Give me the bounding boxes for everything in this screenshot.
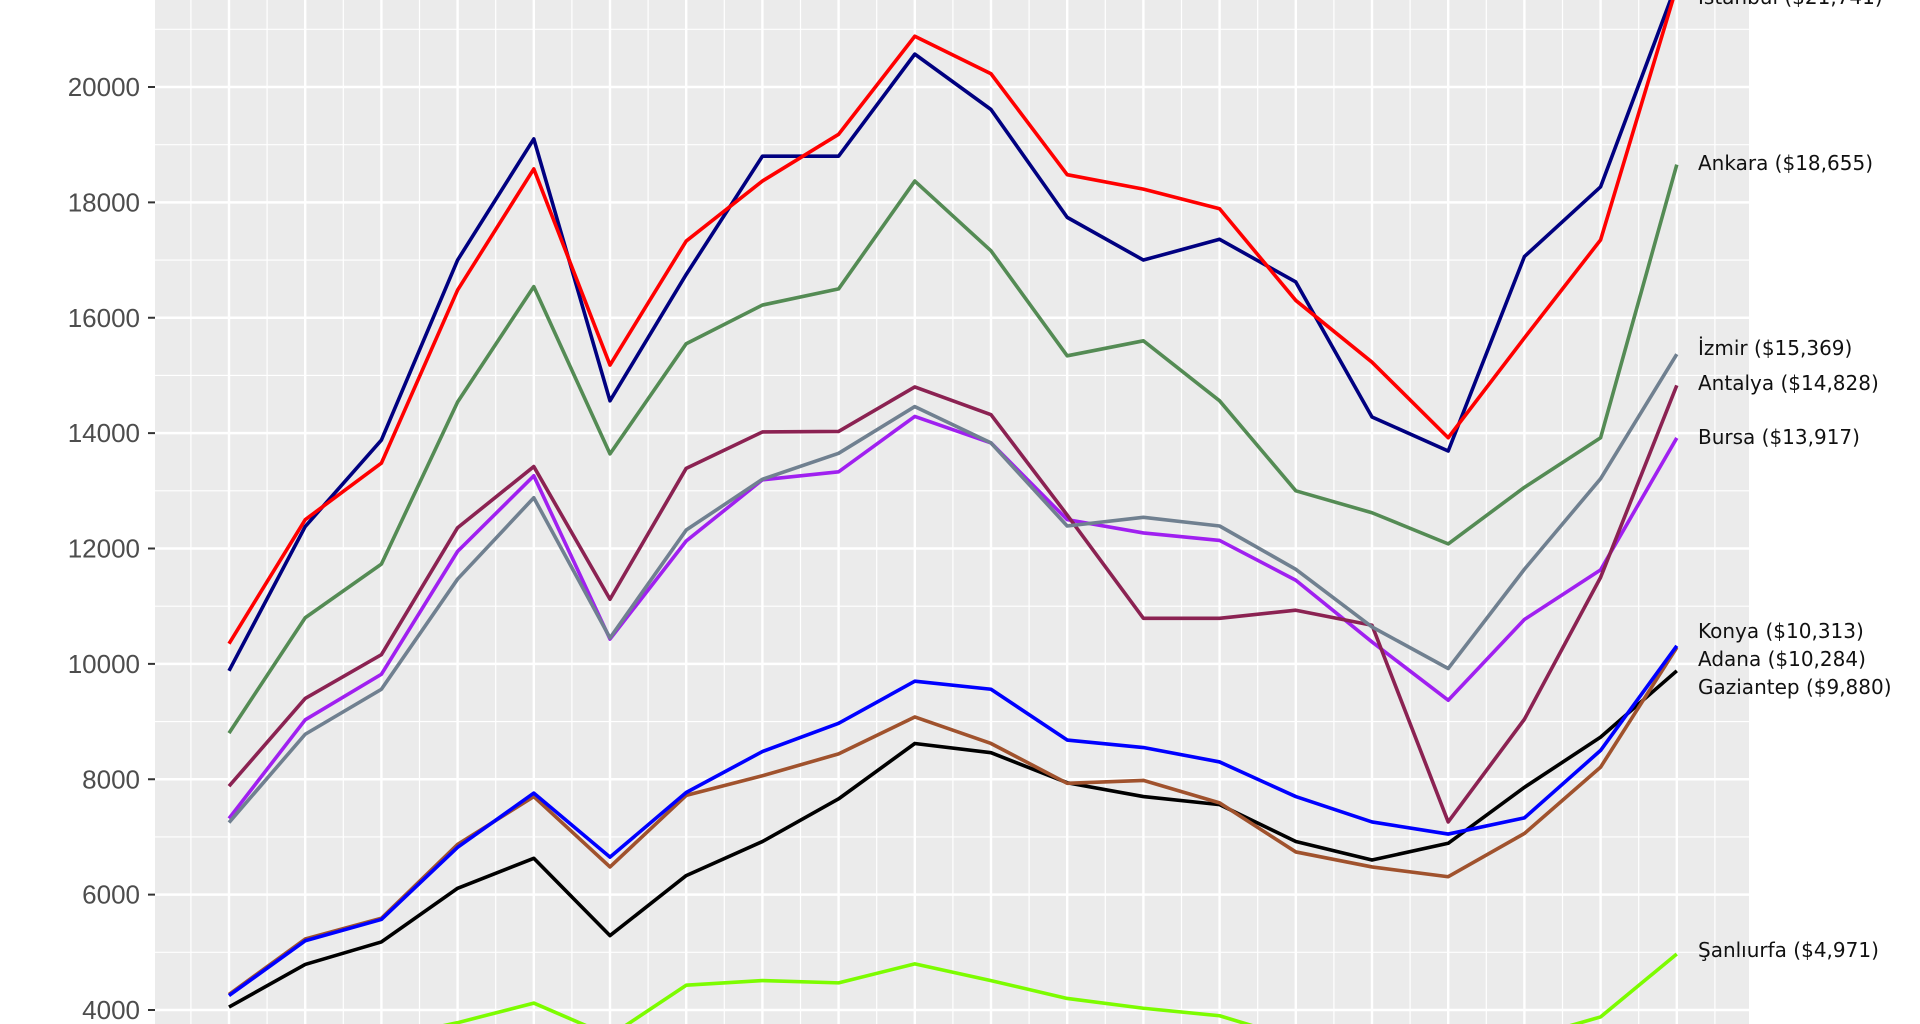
y-tick-label: 4000 [82,995,140,1024]
series-label: Şanlıurfa ($4,971) [1698,938,1879,962]
series-line [228,669,1678,1009]
y-tick-label: 20000 [68,72,140,102]
y-axis: 4000 6000 8000 10000 12000 14000 16000 18000 200… [68,72,155,1024]
series-label: Adana ($10,284) [1698,647,1866,671]
series-line [227,384,1679,824]
series-label: Bursa ($13,917) [1698,425,1860,449]
series-label: Konya ($10,313) [1698,619,1864,643]
series-line [227,353,1679,824]
series-label: İstanbul ($21,741) [1698,0,1883,9]
series-line [227,414,1679,820]
series-line [227,0,1675,645]
y-tick-label: 12000 [68,534,140,564]
series-line [227,0,1673,672]
y-tick-label: 16000 [68,303,140,333]
series-label: Gaziantep ($9,880) [1698,675,1892,699]
series-label: Ankara ($18,655) [1698,151,1873,175]
y-tick-label: 18000 [68,187,140,217]
y-tick-label: 6000 [82,880,140,910]
y-tick-label: 14000 [68,418,140,448]
series-label: İzmir ($15,369) [1698,336,1852,360]
series-lines [227,0,1679,1024]
series-line [227,644,1679,998]
plot-panel [155,0,1749,1024]
series-line [442,952,1678,1024]
y-tick-label: 8000 [82,764,140,794]
y-tick-label: 10000 [68,649,140,679]
series-line [227,164,1679,735]
series-labels: İstanbul ($21,741) Ankara ($18,655) İzmir … [1698,0,1892,962]
series-label: Antalya ($14,828) [1698,371,1879,395]
